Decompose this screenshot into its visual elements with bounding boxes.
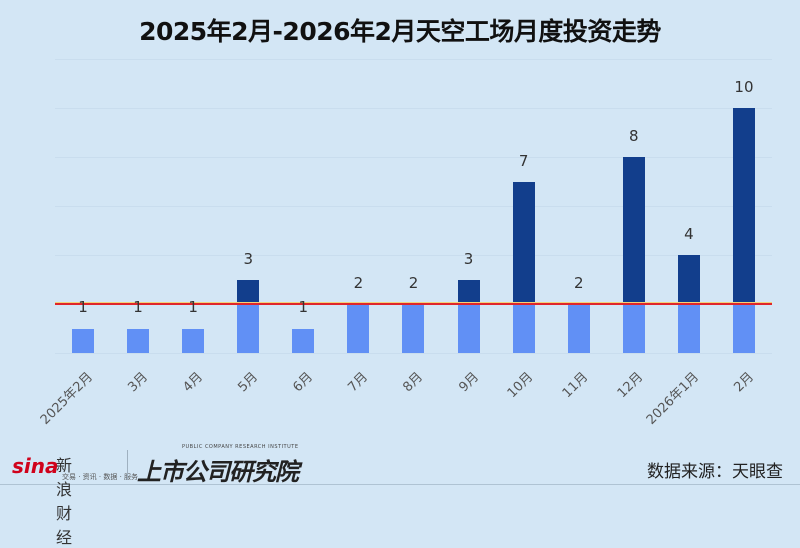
- bar-segment-below-threshold: [402, 304, 425, 353]
- data-label: 2: [353, 274, 364, 292]
- bar: [732, 108, 755, 353]
- bar-segment-above-threshold: [237, 279, 260, 304]
- x-axis-label: 3月: [125, 369, 152, 396]
- x-axis-label: 10月: [504, 369, 536, 402]
- bar: [567, 304, 590, 353]
- bar-segment-above-threshold: [512, 181, 535, 304]
- bar: [622, 157, 645, 353]
- x-axis-label: 4月: [180, 369, 207, 396]
- bar: [347, 304, 370, 353]
- bar-segment-below-threshold: [292, 328, 315, 353]
- data-source: 数据来源：天眼查: [647, 462, 783, 482]
- data-label: 3: [243, 249, 253, 268]
- data-label: 2: [408, 274, 419, 292]
- chart-title: 2025年2月-2026年2月天空工场月度投资走势: [139, 17, 661, 46]
- bar-segment-below-threshold: [732, 304, 755, 353]
- gridline: [55, 353, 772, 354]
- x-axis-label: 2026年1月: [643, 369, 702, 428]
- gridline: [55, 157, 772, 158]
- data-label: 1: [298, 298, 309, 316]
- bar-segment-above-threshold: [622, 157, 645, 304]
- gridline: [55, 108, 772, 109]
- footer-divider: [0, 484, 800, 485]
- bar: [512, 181, 535, 353]
- x-axis-label: 9月: [455, 369, 482, 396]
- gridline: [55, 255, 772, 256]
- bar-segment-above-threshold: [732, 108, 755, 304]
- bar-segment-below-threshold: [567, 304, 590, 353]
- data-label: 1: [78, 298, 88, 316]
- data-label: 10: [734, 78, 754, 96]
- bar: [127, 328, 150, 353]
- data-label: 4: [684, 225, 694, 243]
- bar-segment-below-threshold: [512, 304, 535, 353]
- institute-en: PUBLIC COMPANY RESEARCH INSTITUTE: [182, 444, 299, 450]
- data-label: 8: [629, 127, 639, 145]
- x-axis-label: 12月: [614, 369, 647, 402]
- sina-name: 新浪财经: [56, 456, 73, 547]
- logo-separator: [127, 450, 128, 480]
- bar-segment-below-threshold: [72, 328, 94, 353]
- gridline: [55, 206, 772, 207]
- bar-segment-above-threshold: [457, 279, 480, 304]
- x-axis-label: 5月: [235, 369, 262, 396]
- x-axis-label: 6月: [290, 369, 317, 396]
- bar: [457, 279, 480, 353]
- sina-tagline: 交易 · 资讯 · 数据 · 服务: [62, 473, 139, 481]
- bar-segment-below-threshold: [182, 328, 205, 353]
- data-label: 1: [133, 298, 143, 316]
- bar-segment-below-threshold: [347, 304, 370, 353]
- gridline: [55, 59, 772, 60]
- x-axis-label: 2月: [731, 369, 757, 396]
- data-label: 1: [188, 298, 198, 316]
- x-axis-label: 8月: [400, 369, 427, 396]
- bar-segment-below-threshold: [622, 304, 645, 353]
- data-label: 3: [463, 249, 474, 268]
- bar-segment-below-threshold: [127, 328, 150, 353]
- bar: [292, 328, 315, 353]
- sina-eye-icon: sina: [12, 454, 59, 478]
- bar: [402, 304, 425, 353]
- x-axis-label: 11月: [559, 369, 591, 402]
- x-axis-label: 2025年2月: [37, 369, 97, 428]
- threshold-line: [55, 303, 772, 305]
- x-axis-label: 7月: [345, 369, 372, 396]
- bar: [237, 279, 260, 353]
- bar-segment-below-threshold: [677, 304, 700, 353]
- bar-segment-above-threshold: [677, 255, 700, 304]
- data-label: 7: [518, 151, 529, 170]
- institute-cn: 上市公司研究院: [137, 458, 299, 486]
- data-label: 2: [573, 274, 584, 292]
- bar-segment-below-threshold: [457, 304, 480, 353]
- bar: [72, 328, 94, 353]
- bar: [677, 255, 700, 353]
- bar: [182, 328, 205, 353]
- bar-segment-below-threshold: [237, 304, 260, 353]
